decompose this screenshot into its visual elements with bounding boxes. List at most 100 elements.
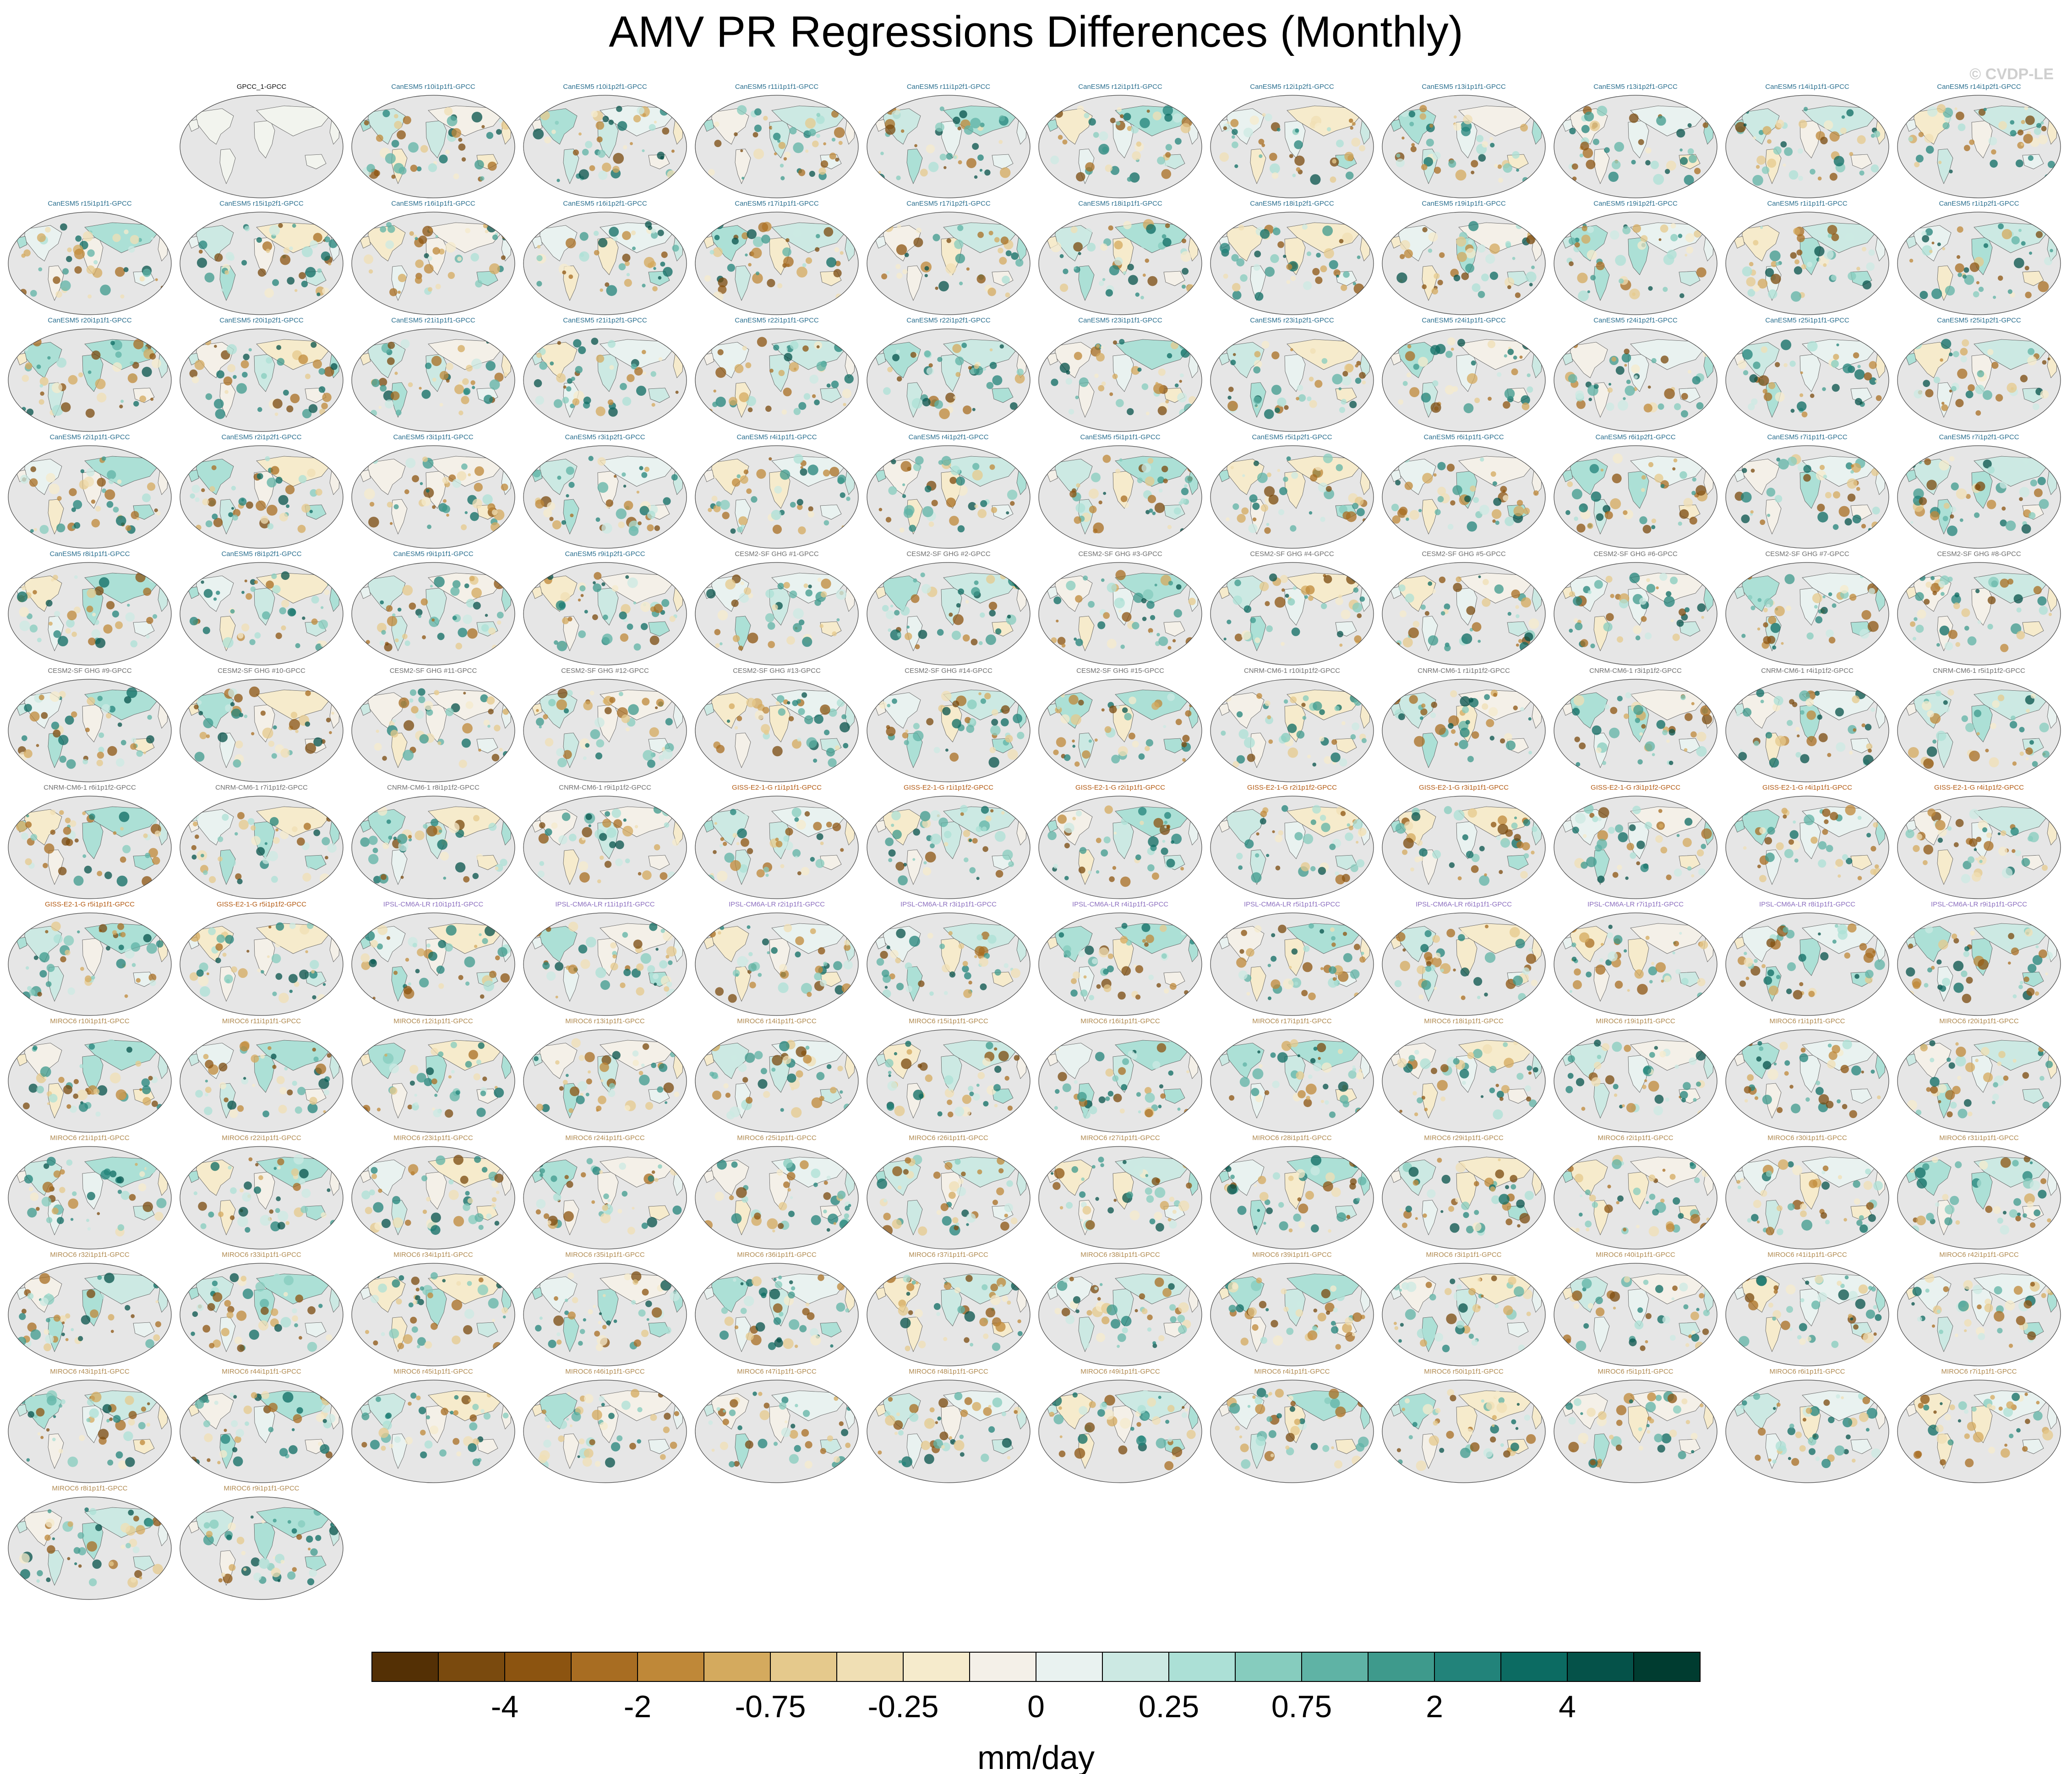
anomaly-cell <box>1128 275 1138 285</box>
anomaly-cell <box>956 603 961 608</box>
anomaly-cell <box>1260 818 1266 824</box>
anomaly-cell <box>944 830 952 839</box>
anomaly-cell <box>1161 234 1167 239</box>
anomaly-cell <box>2030 479 2037 486</box>
anomaly-cell <box>1665 169 1670 174</box>
map-panel: CESM2-SF GHG #13-GPCC <box>694 667 860 784</box>
anomaly-cell <box>606 827 616 838</box>
anomaly-cell <box>116 875 128 887</box>
anomaly-cell <box>24 704 32 712</box>
anomaly-cell <box>461 524 467 530</box>
anomaly-cell <box>1767 513 1771 517</box>
anomaly-cell <box>1109 392 1113 396</box>
anomaly-cell <box>713 291 724 302</box>
anomaly-cell <box>68 375 78 385</box>
anomaly-cell <box>1515 605 1519 609</box>
anomaly-cell <box>968 366 972 370</box>
anomaly-cell <box>1794 266 1802 275</box>
anomaly-cell <box>1575 622 1583 630</box>
anomaly-cell <box>772 604 778 611</box>
anomaly-cell <box>1120 495 1128 502</box>
anomaly-cell <box>636 386 646 396</box>
anomaly-cell <box>1151 702 1160 710</box>
anomaly-cell <box>1391 692 1401 702</box>
anomaly-cell <box>196 257 207 268</box>
anomaly-cell <box>39 970 47 978</box>
anomaly-cell <box>1332 374 1343 385</box>
map-panel: GISS-E2-1-G r4i1p1f1-GPCC <box>1724 784 1890 901</box>
anomaly-cell <box>1615 255 1626 266</box>
anomaly-cell <box>662 931 673 941</box>
anomaly-cell <box>999 344 1004 349</box>
anomaly-cell <box>1573 618 1578 623</box>
anomaly-cell <box>209 876 216 883</box>
anomaly-cell <box>426 943 431 948</box>
anomaly-cell <box>2026 709 2030 713</box>
anomaly-cell <box>1678 234 1683 238</box>
anomaly-cell <box>389 288 398 296</box>
anomaly-cell <box>1607 387 1613 393</box>
anomaly-cell <box>1072 744 1075 748</box>
anomaly-cell <box>879 701 887 709</box>
anomaly-cell <box>2047 291 2055 300</box>
map-panel-title: CESM2-SF GHG #3-GPCC <box>1078 550 1162 558</box>
anomaly-cell <box>275 828 279 832</box>
anomaly-cell <box>1114 240 1123 250</box>
anomaly-cell <box>1489 736 1494 741</box>
anomaly-cell <box>322 393 332 402</box>
anomaly-cell <box>1127 263 1134 271</box>
anomaly-cell <box>257 268 266 277</box>
map-panel-plot <box>351 679 515 782</box>
anomaly-cell <box>790 502 796 508</box>
anomaly-cell <box>1756 165 1760 169</box>
anomaly-cell <box>1172 113 1182 123</box>
anomaly-cell <box>1249 494 1258 503</box>
anomaly-cell <box>885 837 894 846</box>
anomaly-cell <box>98 924 107 933</box>
anomaly-cell <box>2013 257 2024 268</box>
anomaly-cell <box>1287 723 1297 733</box>
anomaly-cell <box>978 692 981 695</box>
anomaly-cell <box>990 725 1001 736</box>
anomaly-cell <box>1131 366 1140 375</box>
anomaly-cell <box>1396 642 1400 647</box>
anomaly-cell <box>1658 238 1662 241</box>
anomaly-cell <box>916 228 921 234</box>
anomaly-cell <box>992 375 1003 386</box>
map-panel: CanESM5 r10i1p2f1-GPCC <box>522 83 688 200</box>
anomaly-cell <box>473 815 480 822</box>
anomaly-cell <box>1244 839 1254 849</box>
anomaly-cell <box>1866 262 1875 271</box>
map-panel: CanESM5 r5i1p1f1-GPCC <box>1037 433 1203 550</box>
anomaly-cell <box>887 366 893 372</box>
anomaly-cell <box>726 719 731 723</box>
anomaly-cell <box>554 640 558 645</box>
anomaly-cell <box>633 939 643 949</box>
anomaly-cell <box>609 697 616 703</box>
anomaly-cell <box>1421 393 1431 403</box>
map-panel-title: CanESM5 r2i1p1f1-GPCC <box>49 433 130 441</box>
anomaly-cell <box>1076 483 1080 488</box>
anomaly-cell <box>1589 813 1595 818</box>
land-region <box>563 616 579 652</box>
anomaly-cell <box>1596 747 1602 753</box>
anomaly-cell <box>1419 113 1426 120</box>
anomaly-cell <box>1804 814 1815 825</box>
anomaly-cell <box>1333 269 1341 277</box>
anomaly-cell <box>1098 144 1109 155</box>
anomaly-cell <box>562 397 569 404</box>
anomaly-cell <box>369 502 375 507</box>
land-region <box>563 849 579 885</box>
map-outline <box>1725 328 1889 432</box>
anomaly-cell <box>458 628 468 638</box>
anomaly-cell <box>1250 617 1256 623</box>
anomaly-cell <box>585 937 597 948</box>
anomaly-cell <box>1702 176 1710 184</box>
anomaly-cell <box>1873 131 1881 138</box>
anomaly-cell <box>436 966 445 974</box>
anomaly-cell <box>926 367 934 375</box>
anomaly-cell <box>1120 114 1124 118</box>
anomaly-cell <box>458 143 466 151</box>
land-region <box>874 586 886 599</box>
anomaly-cell <box>425 489 430 493</box>
